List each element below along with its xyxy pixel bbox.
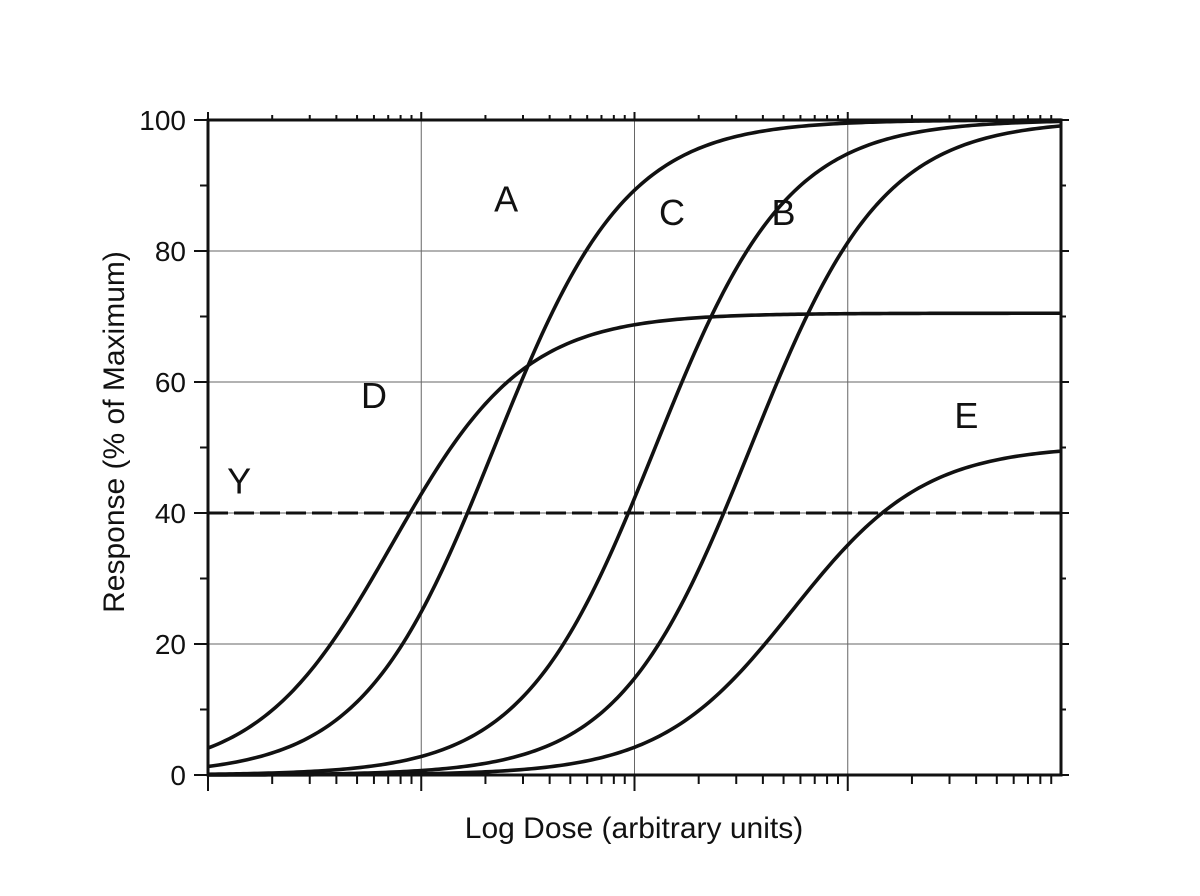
series-line-d: [207, 311, 1061, 750]
curve-label-y: Y: [227, 460, 251, 501]
curve-label-c: C: [659, 192, 685, 233]
y-axis-title: Response (% of Maximum): [98, 251, 131, 613]
y-tick-label: 80: [155, 236, 186, 267]
curve-label-d: D: [361, 375, 387, 416]
y-tick-label: 60: [155, 367, 186, 398]
y-tick-label: 0: [170, 760, 186, 791]
curve-label-a: A: [494, 179, 518, 220]
y-tick-label: 100: [139, 105, 186, 136]
curve-label-e: E: [954, 395, 978, 436]
y-tick-label: 20: [155, 629, 186, 660]
curve-label-b: B: [772, 192, 796, 233]
series-line-c: [207, 119, 1062, 777]
axes: 0 20 40 60 80 100: [139, 105, 1069, 791]
x-axis-title: Log Dose (arbitrary units): [465, 812, 803, 845]
curve-labels: A C B D E Y: [227, 179, 978, 502]
y-tick-label: 40: [155, 498, 186, 529]
